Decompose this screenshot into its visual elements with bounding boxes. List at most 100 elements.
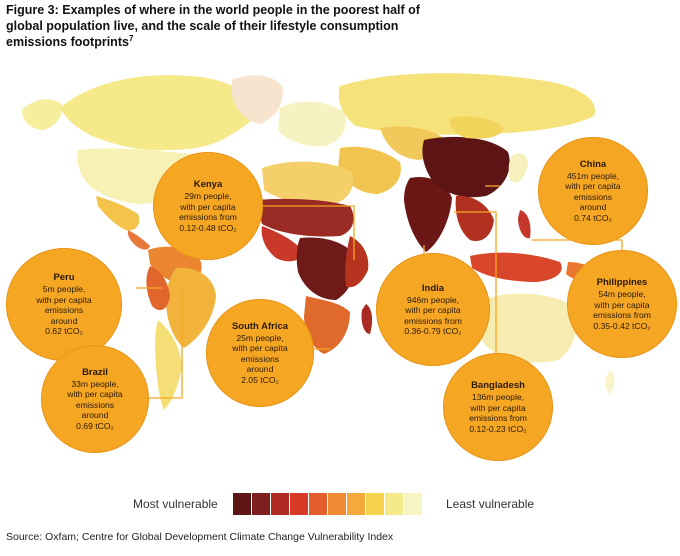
source-note: Source: Oxfam; Centre for Global Develop…: [6, 531, 394, 543]
region-india: [404, 176, 452, 252]
callout-india-line-1: 946m people,: [406, 294, 460, 305]
region-sahel: [256, 198, 354, 237]
callout-china-line-3: emissions: [573, 191, 613, 202]
callout-south-africa-line-5: 2.05 tCO₂: [241, 374, 279, 385]
title-line-2: global population live, and the scale of…: [6, 19, 399, 33]
callout-brazil-name: Brazil: [82, 366, 108, 378]
title-line-3-text: emissions footprints: [6, 35, 129, 49]
region-southern-cone: [155, 320, 182, 410]
callout-philippines-line-3: emissions from: [593, 310, 651, 320]
region-central-america: [127, 230, 150, 250]
callout-south-africa-line-4: around: [246, 364, 274, 375]
region-central-africa: [296, 237, 356, 300]
callout-philippines-line-4: 0.35-0.42 tCO₂: [593, 320, 651, 331]
callout-philippines-line-1: 54m people,: [598, 289, 646, 299]
callout-south-africa-line-1: 25m people,: [236, 332, 284, 343]
region-philippines: [518, 210, 531, 239]
callout-india: India 946m people, with per capita emiss…: [376, 253, 490, 366]
region-china: [422, 136, 510, 198]
callout-peru-line-4: around: [50, 315, 78, 326]
callout-philippines: Philippines 54m people, with per capita …: [567, 250, 677, 358]
region-canada: [60, 75, 262, 151]
region-southeast-asia: [455, 195, 494, 242]
callout-kenya-line-1: 29m people,: [184, 191, 232, 201]
region-north-africa: [262, 161, 354, 205]
callout-brazil-line-4: around: [81, 410, 109, 421]
legend-swatch-3: [271, 493, 289, 515]
callout-china-line-5: 0.74 tCO₂: [574, 212, 612, 223]
vulnerability-legend: Most vulnerable Least vulnerable: [0, 491, 680, 517]
region-mexico: [96, 196, 140, 231]
legend-swatch-7: [347, 493, 365, 515]
callout-kenya-name: Kenya: [193, 179, 223, 190]
callout-south-africa: South Africa 25m people, with per capita…: [206, 299, 314, 407]
callout-brazil-line-2: with per capita: [67, 389, 123, 400]
callout-peru: Peru 5m people, with per capita emission…: [6, 248, 122, 361]
region-southern-africa: [304, 296, 350, 354]
callout-peru-name: Peru: [53, 272, 75, 284]
leader-bangladesh: [454, 211, 497, 364]
legend-swatch-2: [252, 493, 270, 515]
legend-swatch-1: [233, 493, 251, 515]
region-west-africa: [261, 226, 304, 262]
callout-kenya-line-3: emissions from: [179, 212, 237, 222]
legend-swatch-5: [309, 493, 327, 515]
region-greenland: [232, 75, 283, 124]
callout-bangladesh-line-3: emissions from: [469, 413, 527, 423]
region-brazil: [166, 267, 216, 348]
figure-title: Figure 3: Examples of where in the world…: [6, 2, 506, 50]
callout-brazil-line-5: 0.69 tCO₂: [76, 420, 114, 431]
callout-south-africa-line-3: emissions: [240, 353, 280, 364]
callout-kenya-line-4: 0.12-0.48 tCO₂: [179, 222, 237, 233]
region-alaska: [22, 99, 63, 130]
region-japan-korea: [508, 153, 528, 183]
callout-bangladesh-line-4: 0.12-0.23 tCO₂: [469, 423, 527, 434]
region-russia: [338, 73, 596, 135]
callout-philippines-name: Philippines: [596, 277, 648, 288]
callout-china-name: China: [579, 158, 607, 170]
callout-south-africa-line-2: with per capita: [232, 343, 288, 354]
legend-least-label: Least vulnerable: [446, 497, 535, 511]
callout-peru-line-2: with per capita: [36, 294, 92, 305]
leader-kenya: [263, 205, 355, 260]
region-europe: [278, 101, 346, 147]
region-madagascar: [361, 304, 373, 334]
legend-swatch-6: [328, 493, 346, 515]
callout-china: China 451m people, with per capita emiss…: [538, 137, 648, 245]
legend-swatch-9: [385, 493, 403, 515]
region-mongolia: [449, 116, 504, 139]
callout-philippines-line-2: with per capita: [594, 299, 650, 310]
callout-bangladesh-name: Bangladesh: [471, 380, 525, 391]
callout-bangladesh-line-2: with per capita: [470, 402, 526, 413]
callout-brazil-line-3: emissions: [75, 399, 115, 410]
legend-swatch-10: [404, 493, 422, 515]
callout-india-name: India: [421, 282, 445, 294]
region-middle-east: [338, 146, 401, 194]
callout-peru-line-5: 0.62 tCO₂: [45, 326, 83, 337]
region-indonesia: [470, 252, 562, 282]
callout-peru-line-3: emissions: [44, 305, 84, 316]
callout-bangladesh-line-1: 136m people,: [471, 392, 525, 402]
title-line-1: Figure 3: Examples of where in the world…: [6, 3, 420, 17]
region-australia: [478, 293, 577, 363]
callout-peru-line-1: 5m people,: [42, 284, 86, 295]
callout-brazil: Brazil 33m people, with per capita emiss…: [41, 345, 149, 453]
callout-china-line-2: with per capita: [565, 181, 621, 192]
callout-china-line-1: 451m people,: [566, 170, 620, 181]
callout-south-africa-name: South Africa: [231, 320, 289, 332]
callout-india-line-3: emissions from: [404, 315, 462, 326]
callout-kenya-line-2: with per capita: [180, 201, 236, 212]
callout-india-line-2: with per capita: [405, 305, 461, 315]
title-footnote: 7: [128, 33, 134, 43]
region-east-africa: [345, 236, 369, 288]
callout-brazil-line-1: 33m people,: [71, 378, 119, 389]
legend-swatch-8: [366, 493, 384, 515]
callout-china-line-4: around: [579, 202, 607, 213]
callout-bangladesh: Bangladesh 136m people, with per capita …: [443, 353, 553, 461]
legend-most-label: Most vulnerable: [133, 497, 218, 511]
title-line-3: emissions footprints7: [6, 34, 506, 50]
region-new-zealand: [605, 370, 615, 394]
callout-kenya: Kenya 29m people, with per capita emissi…: [153, 152, 263, 260]
